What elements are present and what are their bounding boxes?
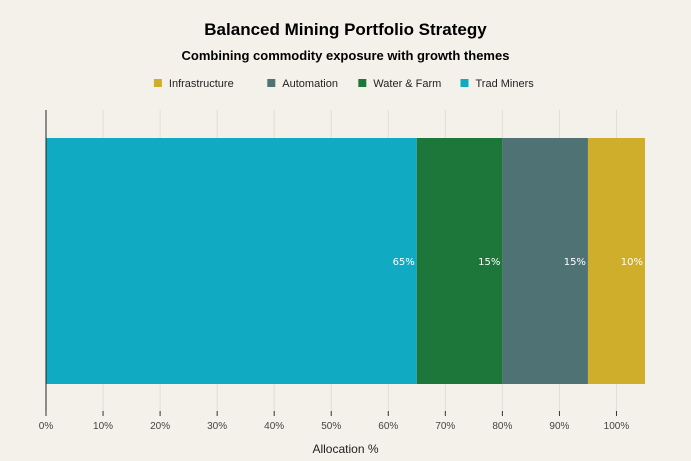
x-tick-label: 20% <box>150 421 170 432</box>
legend-item: Infrastructure <box>153 78 234 90</box>
legend-item: Trad Miners <box>460 78 535 90</box>
x-ticks: 0% 10% 20% 30% 40% 50% 60% 70% 80% 90% 100% <box>39 411 630 432</box>
bar-segment-infrastructure <box>587 138 645 384</box>
x-tick-label: 50% <box>321 421 341 432</box>
bar-segment-water-farm <box>416 138 503 384</box>
legend-swatch <box>358 79 367 87</box>
legend-label: Trad Miners <box>476 78 535 90</box>
x-tick-label: 0% <box>39 421 54 432</box>
x-tick-label: 10% <box>93 421 113 432</box>
x-tick-label: 30% <box>207 421 227 432</box>
x-tick-label: 60% <box>378 421 398 432</box>
bar-segments <box>46 138 645 384</box>
bar-segment-automation <box>502 138 588 384</box>
legend: Infrastructure Automation Water & Farm Trad… <box>153 78 535 90</box>
legend-label: Automation <box>282 78 338 90</box>
legend-item: Automation <box>267 78 338 90</box>
x-tick-label: 80% <box>492 421 512 432</box>
chart-subtitle: Combining commodity exposure with growth… <box>182 48 510 63</box>
legend-item: Water & Farm <box>358 78 441 90</box>
data-label: 15% <box>478 257 500 268</box>
data-label: 10% <box>621 257 643 268</box>
data-labels: 65% 15% 15% 10% <box>393 257 643 268</box>
x-tick-label: 90% <box>549 421 569 432</box>
legend-swatch <box>460 79 469 87</box>
data-label: 15% <box>564 257 586 268</box>
x-axis-title: Allocation % <box>312 442 378 456</box>
x-tick-label: 70% <box>435 421 455 432</box>
data-label: 65% <box>393 257 415 268</box>
bar-segment-trad-miners <box>46 138 417 384</box>
legend-label: Water & Farm <box>373 78 441 90</box>
legend-label: Infrastructure <box>169 78 234 90</box>
x-tick-label: 100% <box>604 421 630 432</box>
legend-swatch <box>267 79 276 87</box>
chart-title: Balanced Mining Portfolio Strategy <box>204 20 487 39</box>
x-tick-label: 40% <box>264 421 284 432</box>
legend-swatch <box>153 79 162 87</box>
